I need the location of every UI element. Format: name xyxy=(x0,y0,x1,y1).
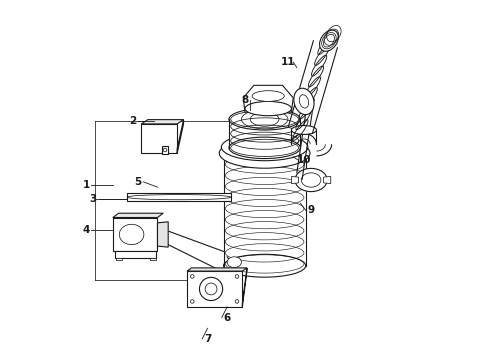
Ellipse shape xyxy=(221,134,308,161)
Polygon shape xyxy=(223,152,306,266)
Polygon shape xyxy=(187,271,243,307)
Text: 5: 5 xyxy=(134,177,142,187)
Text: 4: 4 xyxy=(82,225,90,235)
Polygon shape xyxy=(115,251,156,258)
Text: 2: 2 xyxy=(129,116,136,126)
Text: 1: 1 xyxy=(82,180,90,190)
Ellipse shape xyxy=(299,95,309,108)
Ellipse shape xyxy=(229,137,300,158)
Text: 9: 9 xyxy=(308,205,315,215)
Text: 8: 8 xyxy=(242,95,248,105)
Polygon shape xyxy=(127,193,231,202)
Polygon shape xyxy=(292,176,298,184)
Ellipse shape xyxy=(220,138,310,168)
Polygon shape xyxy=(113,217,157,251)
Polygon shape xyxy=(150,258,156,260)
Ellipse shape xyxy=(227,257,242,267)
Ellipse shape xyxy=(323,34,335,47)
Ellipse shape xyxy=(294,88,314,114)
Ellipse shape xyxy=(242,110,288,129)
Polygon shape xyxy=(162,146,168,154)
Text: 6: 6 xyxy=(223,312,231,323)
Polygon shape xyxy=(142,124,177,153)
Polygon shape xyxy=(187,268,247,271)
Polygon shape xyxy=(243,268,247,307)
Text: 11: 11 xyxy=(281,57,295,67)
Polygon shape xyxy=(229,119,300,148)
Ellipse shape xyxy=(223,254,306,277)
Polygon shape xyxy=(142,120,184,124)
Ellipse shape xyxy=(229,109,300,130)
Ellipse shape xyxy=(319,30,338,51)
Polygon shape xyxy=(113,213,163,217)
Ellipse shape xyxy=(292,126,317,134)
Ellipse shape xyxy=(199,277,222,301)
Text: 10: 10 xyxy=(296,156,311,165)
Ellipse shape xyxy=(301,173,321,187)
Ellipse shape xyxy=(221,138,308,165)
Ellipse shape xyxy=(252,91,284,102)
Ellipse shape xyxy=(295,168,327,192)
Ellipse shape xyxy=(250,112,279,126)
Polygon shape xyxy=(157,222,168,247)
Ellipse shape xyxy=(245,102,292,116)
Text: 7: 7 xyxy=(204,334,211,344)
Polygon shape xyxy=(177,120,184,153)
Text: 3: 3 xyxy=(90,194,97,203)
Polygon shape xyxy=(243,85,293,112)
Polygon shape xyxy=(117,258,122,260)
Polygon shape xyxy=(323,176,331,184)
